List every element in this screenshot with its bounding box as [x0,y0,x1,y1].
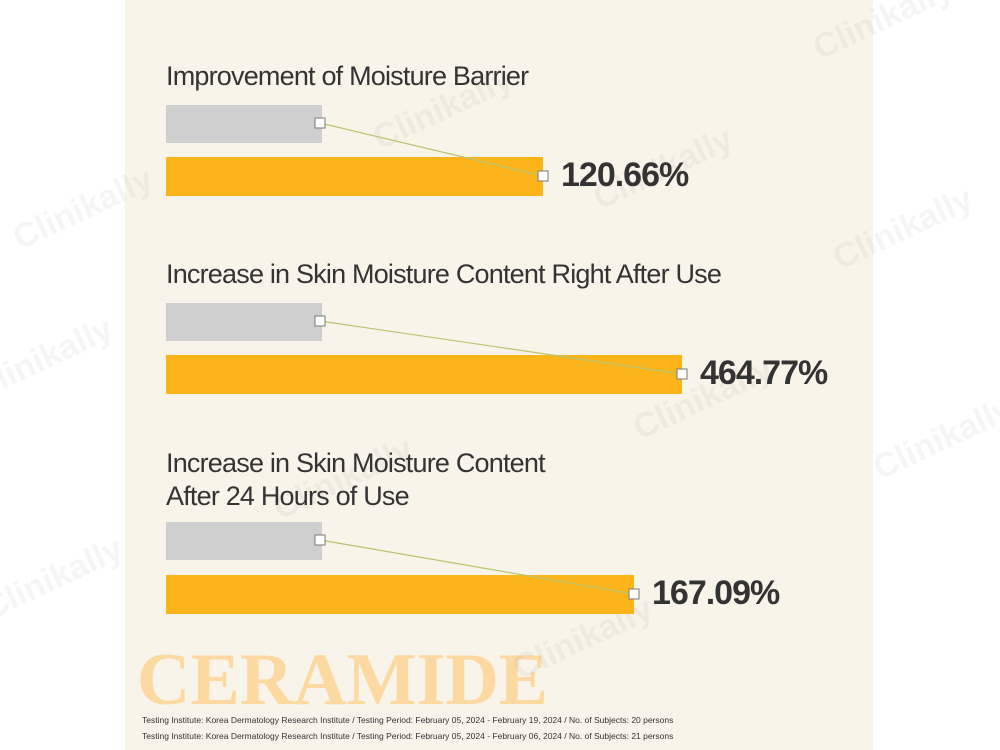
watermark: Clinikally [0,310,119,408]
footnote: Testing Institute: Korea Dermatology Res… [142,715,673,725]
result-bar [166,157,543,196]
baseline-bar [166,522,322,560]
brand: CERAMIDE [137,639,548,721]
section-title: Increase in Skin Moisture Content [166,448,546,478]
baseline-bar [166,105,322,143]
marker [314,315,326,327]
result-bar [166,575,634,614]
marker [628,588,640,600]
section-title: Increase in Skin Moisture Content Right … [166,259,721,289]
result-bar [166,355,682,394]
watermark: Clinikally [867,390,1000,488]
connector [319,539,635,595]
result-value: 167.09% [652,574,780,612]
section-title: After 24 Hours of Use [166,481,409,511]
baseline-bar [166,303,322,341]
connector [319,122,544,177]
watermark: Clinikally [0,530,129,628]
marker [314,117,326,129]
marker [537,170,549,182]
footnote: Testing Institute: Korea Dermatology Res… [142,731,673,741]
marker [314,534,326,546]
marker [676,368,688,380]
section-title: Improvement of Moisture Barrier [166,61,529,91]
result-value: 120.66% [561,156,689,194]
result-value: 464.77% [700,354,828,392]
connector [319,320,683,375]
